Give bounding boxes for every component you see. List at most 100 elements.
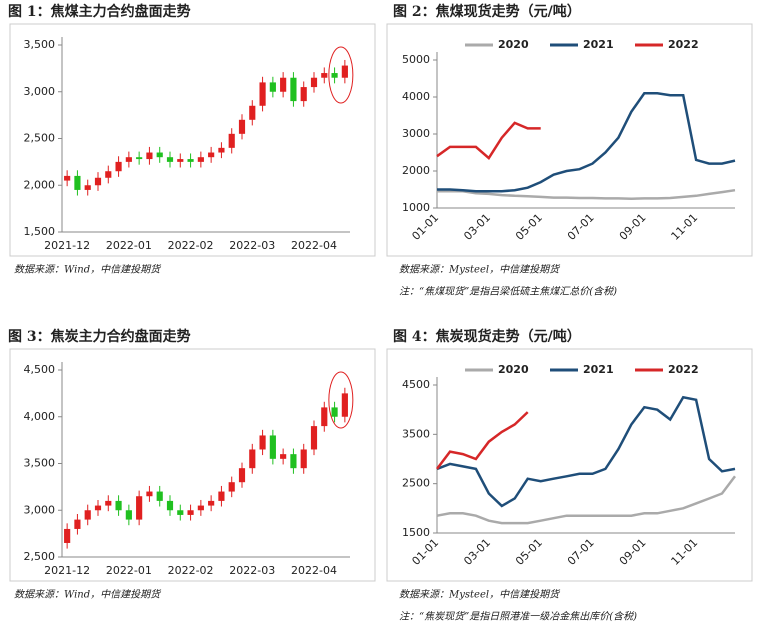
y-tick-label: 1,500 <box>24 225 56 238</box>
candle-body <box>331 73 338 78</box>
y-tick-label: 2500 <box>402 477 430 490</box>
candle-body <box>218 491 225 501</box>
y-tick-label: 3500 <box>402 427 430 440</box>
candle-body <box>166 157 174 162</box>
chart-panel: 图 2：焦煤现货走势（元/吨） 数据来源：Mysteel，中信建投期货注：“焦煤现… <box>386 3 753 298</box>
candle-body <box>64 528 71 543</box>
x-tick-label: 2022-03 <box>229 239 275 252</box>
plot-frame <box>386 348 753 582</box>
series-line <box>437 188 736 201</box>
candle-body <box>187 159 194 162</box>
chart-title: 图 2：焦煤现货走势（元/吨） <box>393 3 581 20</box>
candle-body <box>300 449 307 469</box>
candle-body <box>218 147 225 153</box>
y-tick-label: 4000 <box>402 90 430 103</box>
x-tick-label: 2022-04 <box>291 239 337 252</box>
legend-label: 2021 <box>583 38 614 51</box>
candle-body <box>321 407 328 427</box>
y-tick-label: 3,000 <box>24 85 56 98</box>
series-line <box>437 92 736 193</box>
y-tick-label: 4,500 <box>24 363 56 376</box>
candle-body <box>156 152 163 158</box>
x-tick-label: 07-01 <box>565 211 597 243</box>
candle-body <box>290 454 297 469</box>
candle-body <box>208 500 215 506</box>
x-tick-label: 2022-03 <box>229 564 275 577</box>
y-tick-label: 3,500 <box>24 457 56 470</box>
footnote: 注：“焦炭现货”是指日照港准一级冶金焦出库价(含税) <box>399 611 637 623</box>
x-tick-label: 2022-01 <box>106 239 152 252</box>
candle-body <box>269 435 276 459</box>
candle-body <box>115 161 122 172</box>
candle-body <box>177 159 184 162</box>
plot-frame <box>386 23 753 257</box>
y-tick-label: 1500 <box>402 526 430 539</box>
candle-body <box>136 157 143 160</box>
candle-body <box>64 175 71 181</box>
chart-title: 图 3：焦炭主力合约盘面走势 <box>8 328 191 345</box>
y-tick-label: 5000 <box>402 53 430 66</box>
x-tick-label: 2022-02 <box>168 239 214 252</box>
candle-body <box>249 449 256 469</box>
chart-title: 图 1：焦煤主力合约盘面走势 <box>8 3 191 20</box>
legend-label: 2021 <box>583 363 614 376</box>
candle-body <box>74 175 81 190</box>
candle-body <box>84 510 91 520</box>
x-tick-label: 01-01 <box>409 536 441 568</box>
candle-body <box>280 454 287 459</box>
candle-body <box>249 105 256 120</box>
candle-body <box>259 82 266 106</box>
x-tick-label: 11-01 <box>669 536 701 568</box>
candle-body <box>208 152 215 158</box>
y-tick-label: 3,000 <box>24 503 56 516</box>
candle-body <box>290 77 297 102</box>
candle-body <box>341 393 348 417</box>
candle-body <box>94 177 102 186</box>
y-tick-label: 2,000 <box>24 178 56 191</box>
highlight-circle <box>328 46 354 104</box>
candle-body <box>146 152 153 160</box>
y-tick-label: 4500 <box>402 378 430 391</box>
candle-body <box>74 519 81 529</box>
candle-body <box>310 426 318 450</box>
candle-body <box>238 468 246 483</box>
candle-body <box>136 496 143 520</box>
x-tick-label: 05-01 <box>513 211 545 243</box>
y-tick-label: 2000 <box>402 164 430 177</box>
x-tick-label: 2021-12 <box>44 239 90 252</box>
candle-body <box>269 82 276 92</box>
x-tick-label: 2022-01 <box>106 564 152 577</box>
candle-body <box>238 119 246 134</box>
plot-frame <box>9 23 376 257</box>
highlight-circle <box>328 371 354 429</box>
x-tick-label: 11-01 <box>669 211 701 243</box>
candle-body <box>146 491 153 497</box>
x-tick-label: 07-01 <box>565 536 597 568</box>
x-tick-label: 09-01 <box>617 211 649 243</box>
y-tick-label: 3000 <box>402 127 430 140</box>
candle-body <box>84 185 91 190</box>
x-tick-label: 05-01 <box>513 536 545 568</box>
candle-body <box>94 505 102 511</box>
x-tick-label: 03-01 <box>461 536 493 568</box>
candle-body <box>197 505 204 511</box>
candle-body <box>310 77 318 88</box>
x-tick-label: 09-01 <box>617 536 649 568</box>
x-tick-label: 2022-02 <box>168 564 214 577</box>
y-tick-label: 2,500 <box>24 132 56 145</box>
candle-body <box>280 77 287 92</box>
candle-body <box>321 73 328 78</box>
footnote: 注：“焦煤现货”是指吕梁低硫主焦煤汇总价(含税) <box>399 286 617 298</box>
legend-label: 2020 <box>498 38 529 51</box>
x-tick-label: 2022-04 <box>291 564 337 577</box>
candle-body <box>341 65 348 78</box>
candle-body <box>156 491 163 501</box>
series-line <box>436 121 541 160</box>
y-tick-label: 3,500 <box>24 38 56 51</box>
candle-body <box>177 510 184 515</box>
candle-body <box>105 171 112 178</box>
chart-panel: 图 4：焦炭现货走势（元/吨） 数据来源：Mysteel，中信建投期货注：“焦炭现… <box>386 328 753 623</box>
y-tick-label: 1000 <box>402 201 430 214</box>
